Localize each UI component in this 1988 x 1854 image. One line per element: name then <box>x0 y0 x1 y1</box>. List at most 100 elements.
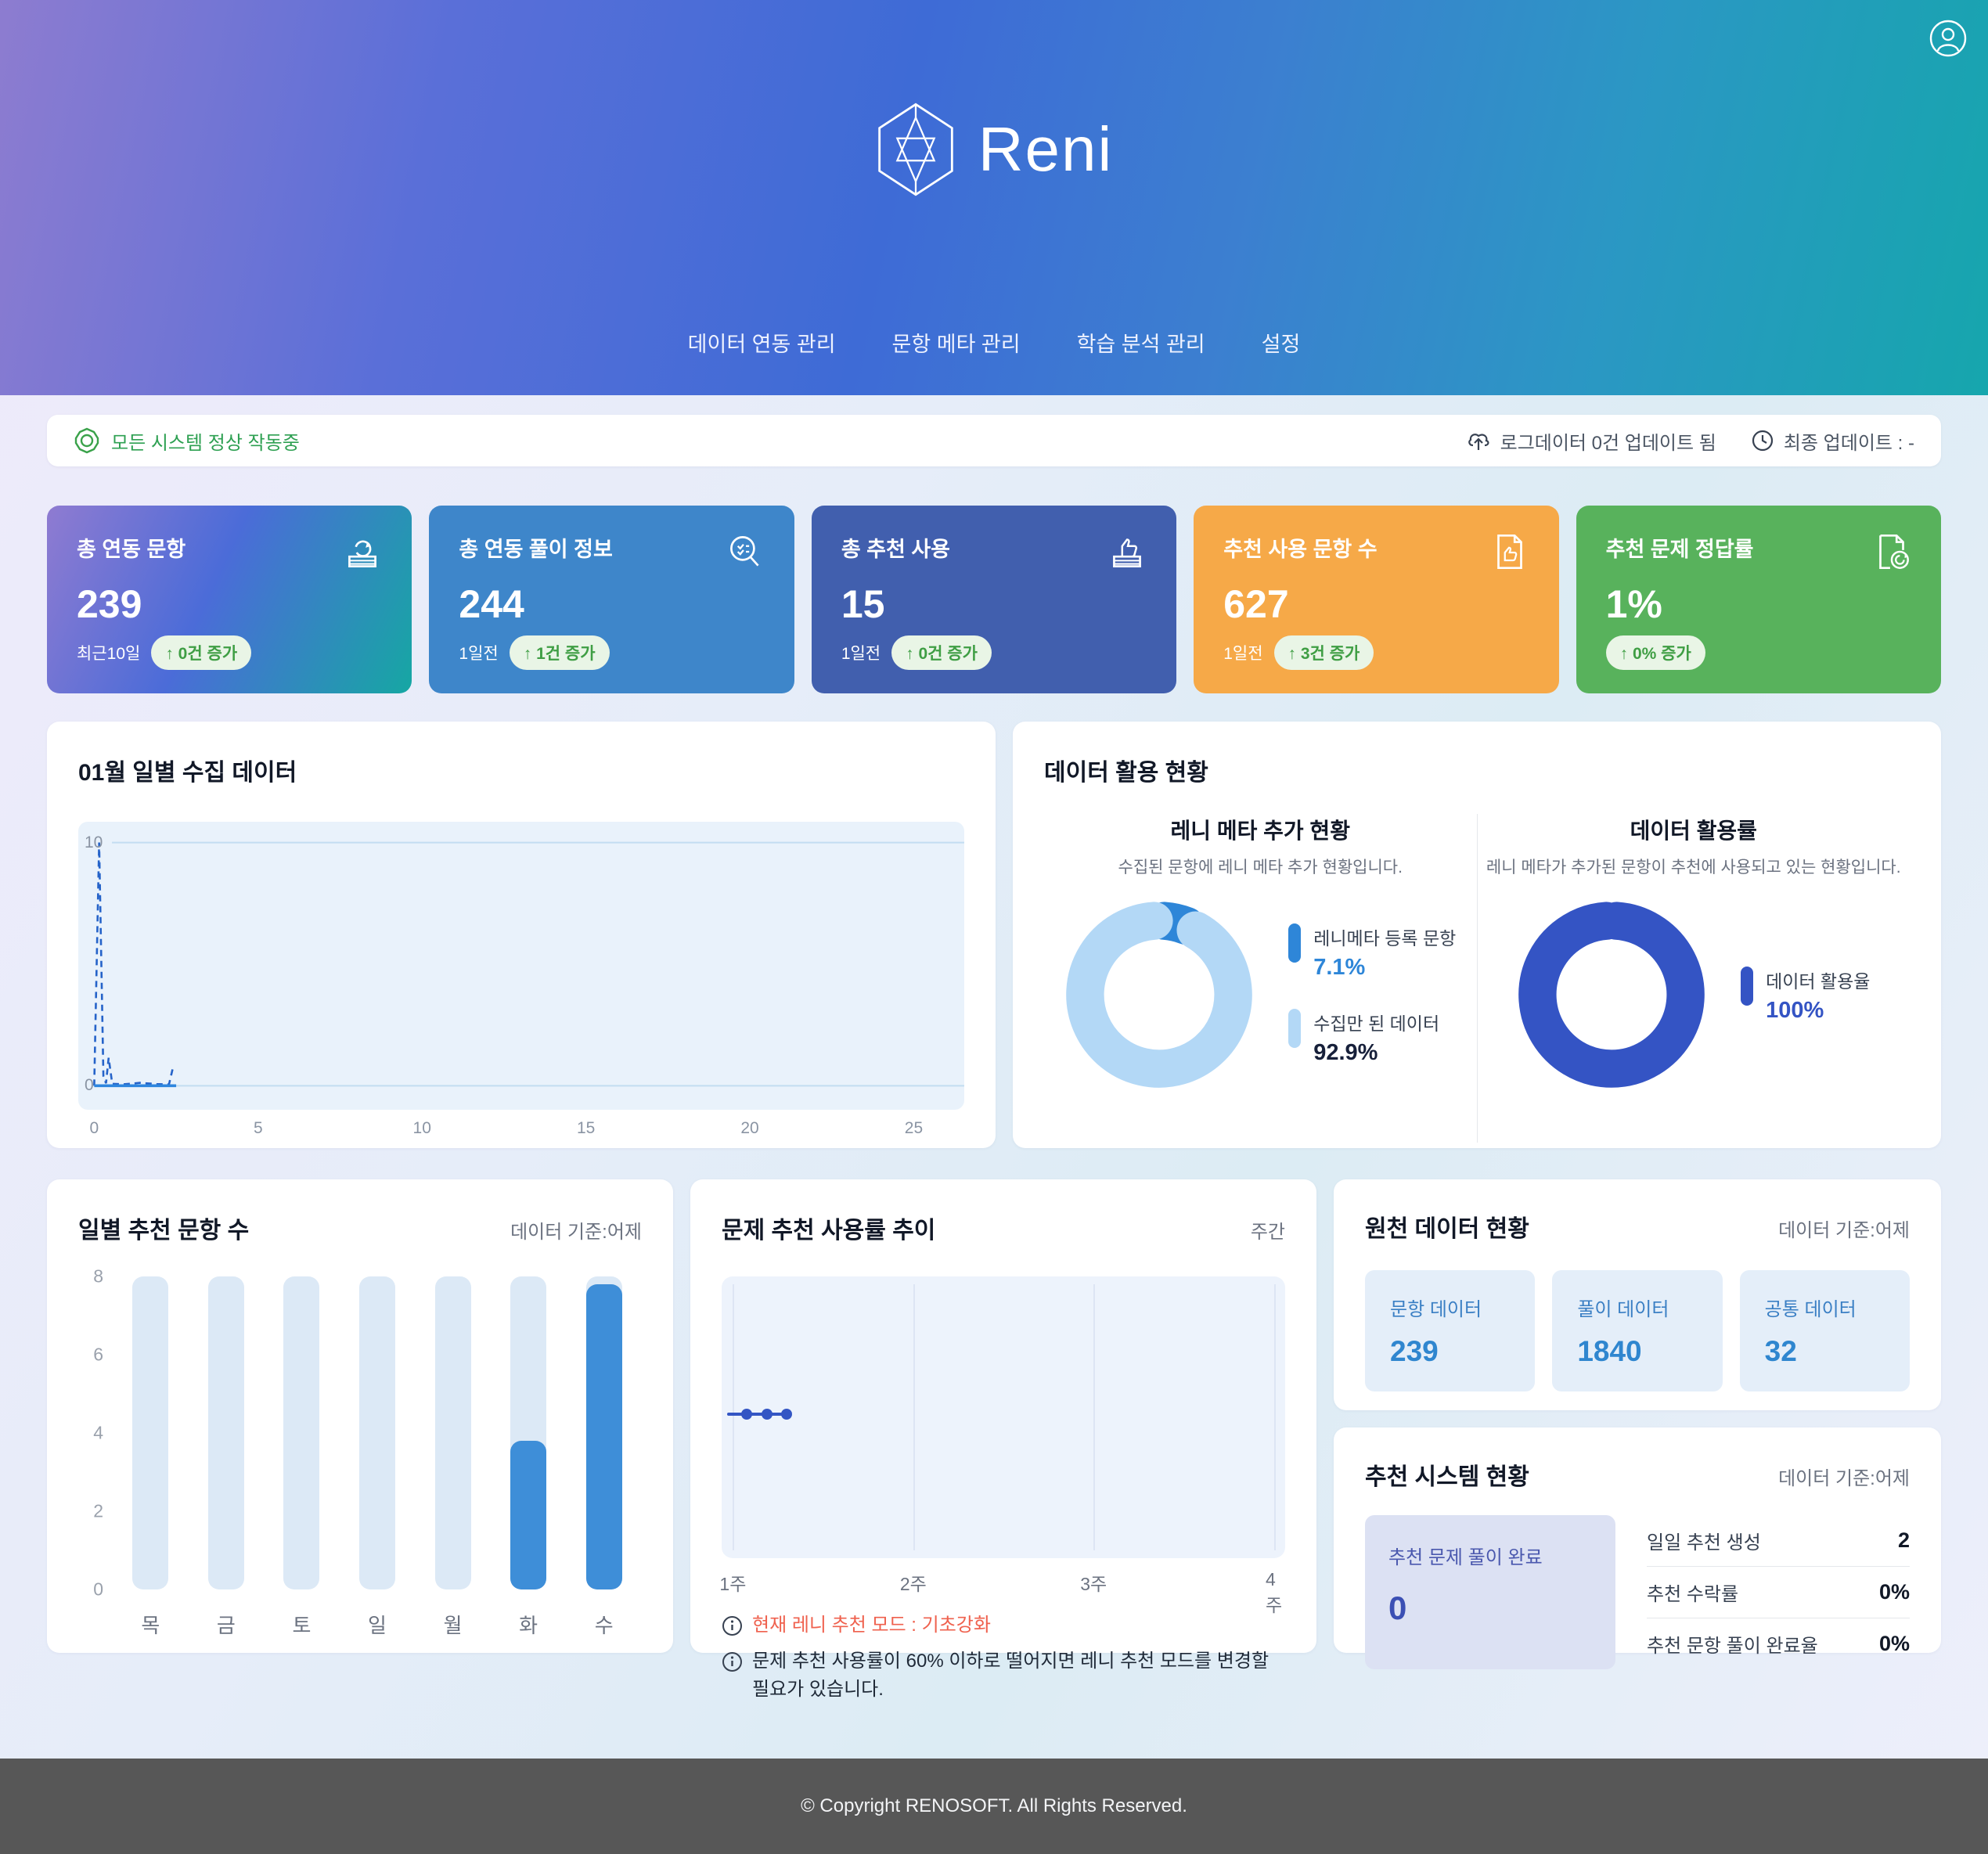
hero-header: Reni 데이터 연동 관리 문항 메타 관리 학습 분석 관리 설정 <box>0 0 1988 395</box>
recsys-metric-rows: 일일 추천 생성 2 추천 수락률 0% 추천 문항 풀이 완료율 0% <box>1647 1515 1910 1669</box>
data-basis-label: 데이터 기준:어제 <box>510 1222 642 1243</box>
source-label: 풀이 데이터 <box>1577 1299 1669 1320</box>
verified-badge-icon <box>74 427 99 454</box>
log-update-chip: 로그데이터 0건 업데이트 됨 <box>1466 427 1716 455</box>
nav-learning-analytics[interactable]: 학습 분석 관리 <box>1076 333 1205 356</box>
source-value: 1840 <box>1577 1335 1642 1367</box>
metric-row: 일일 추천 생성 2 <box>1647 1515 1910 1567</box>
legend-item: 수집만 된 데이터 92.9% <box>1288 1009 1456 1066</box>
recommend-mode-note: 현재 레니 추천 모드 : 기초강화 <box>722 1611 1285 1640</box>
source-card-title: 원천 데이터 현황 <box>1365 1216 1529 1242</box>
nav-data-sync[interactable]: 데이터 연동 관리 <box>687 333 836 356</box>
stat-change-badge: ↑ 3건 증가 <box>1273 635 1374 670</box>
legend-value: 100% <box>1766 997 1824 1023</box>
stat-value: 244 <box>459 582 524 626</box>
weekly-trend-chart <box>722 1276 1285 1558</box>
bar-y-tick: 6 <box>93 1344 103 1365</box>
metric-value: 0% <box>1878 1580 1910 1604</box>
source-data-card: 원천 데이터 현황 데이터 기준:어제 문항 데이터 239 풀이 데이터 18… <box>1334 1179 1941 1410</box>
sync-tray-icon <box>340 529 385 578</box>
meta-donut-legend: 레니메타 등록 문항 7.1% 수집만 된 데이터 92.9% <box>1288 923 1456 1066</box>
bar-y-tick: 8 <box>93 1265 103 1287</box>
system-status-bar: 모든 시스템 정상 작동중 로그데이터 0건 업데이트 됨 <box>47 415 1941 466</box>
brand-logo: Reni <box>0 100 1988 199</box>
metric-row: 추천 수락률 0% <box>1647 1567 1910 1618</box>
charts-row: 01월 일별 수집 데이터 10 0 0 5 10 15 20 25 데이터 활용 현황 <box>47 722 1941 1148</box>
bar-chart-title: 일별 추천 문항 수 <box>78 1218 250 1244</box>
highlight-label: 추천 문제 풀이 완료 <box>1388 1547 1543 1568</box>
stat-prefix: 최근10일 <box>77 645 141 663</box>
trend-chart-title: 문제 추천 사용률 추이 <box>722 1218 936 1244</box>
stat-change-badge: ↑ 1건 증가 <box>509 635 610 670</box>
doc-thumbs-up-icon <box>1487 529 1532 578</box>
page-footer: © Copyright RENOSOFT. All Rights Reserve… <box>0 1759 1988 1854</box>
data-basis-label: 데이터 기준:어제 <box>1778 1220 1910 1241</box>
stat-title: 총 추천 사용 <box>841 538 951 561</box>
stat-title: 총 연동 문항 <box>77 538 186 561</box>
stat-prefix: 1일전 <box>1223 645 1263 663</box>
legend-label: 레니메타 등록 문항 <box>1313 928 1457 949</box>
recommend-mode-text: 현재 레니 추천 모드 : 기초강화 <box>752 1615 991 1636</box>
bar-column <box>132 1276 169 1589</box>
brand-name: Reni <box>978 114 1114 184</box>
metric-value: 0% <box>1878 1632 1910 1655</box>
daily-line-chart: 10 0 0 5 10 15 20 25 <box>78 822 964 1141</box>
metric-label: 추천 수락률 <box>1647 1584 1739 1605</box>
doc-target-icon <box>1869 529 1914 578</box>
trend-range-label[interactable]: 주간 <box>1250 1222 1285 1243</box>
meta-add-status-section: 레니 메타 추가 현황 수집된 문항에 레니 메타 추가 현황입니다. 레니메타… <box>1044 814 1477 1143</box>
status-meta: 로그데이터 0건 업데이트 됨 최종 업데이트 : - <box>1466 427 1914 455</box>
stat-prefix: 1일전 <box>841 645 881 663</box>
stat-title: 총 연동 풀이 정보 <box>459 538 613 561</box>
stat-title: 추천 사용 문항 수 <box>1223 538 1378 561</box>
data-usage-card: 데이터 활용 현황 레니 메타 추가 현황 수집된 문항에 레니 메타 추가 현… <box>1013 722 1941 1148</box>
y-axis-tick-0: 0 <box>85 1076 94 1095</box>
legend-swatch <box>1741 966 1754 1006</box>
thumbs-up-tray-icon <box>1104 529 1150 578</box>
nav-item-meta[interactable]: 문항 메타 관리 <box>891 333 1021 356</box>
stat-card-correct-rate: 추천 문제 정답률 1% ↑ 0% 증가 <box>1576 506 1942 693</box>
source-value: 32 <box>1764 1335 1797 1367</box>
usage-donut-legend: 데이터 활용율 100% <box>1741 966 1870 1024</box>
info-icon <box>722 1652 742 1672</box>
main-nav: 데이터 연동 관리 문항 메타 관리 학습 분석 관리 설정 <box>0 327 1988 358</box>
bar-y-tick: 2 <box>93 1500 103 1521</box>
last-update-chip: 최종 업데이트 : - <box>1751 427 1914 455</box>
last-update-text: 최종 업데이트 : - <box>1783 432 1914 454</box>
usage-threshold-note: 문제 추천 사용률이 60% 이하로 떨어지면 레니 추천 모드를 변경할 필요… <box>722 1647 1285 1704</box>
stat-value: 239 <box>77 582 142 626</box>
recommend-system-card: 추천 시스템 현황 데이터 기준:어제 추천 문제 풀이 완료 0 일일 추천 … <box>1334 1427 1941 1669</box>
bar-column <box>283 1276 320 1589</box>
stat-value: 15 <box>841 582 885 626</box>
meta-donut-subtitle: 수집된 문항에 레니 메타 추가 현황입니다. <box>1118 859 1403 877</box>
log-update-text: 로그데이터 0건 업데이트 됨 <box>1500 432 1716 454</box>
stat-prefix: 1일전 <box>459 645 499 663</box>
bar-column <box>585 1276 622 1589</box>
legend-value: 92.9% <box>1313 1040 1378 1065</box>
weekday-bar-chart: 0 2 4 6 8 <box>78 1266 642 1600</box>
metric-label: 일일 추천 생성 <box>1647 1532 1761 1553</box>
metric-row: 추천 문항 풀이 완료율 0% <box>1647 1618 1910 1669</box>
source-value: 239 <box>1390 1335 1439 1367</box>
user-avatar-button[interactable] <box>1929 19 1968 58</box>
info-icon <box>722 1616 742 1636</box>
meta-donut-title: 레니 메타 추가 현황 <box>1170 819 1350 843</box>
stat-value: 1% <box>1605 582 1662 626</box>
stat-card-total-solutions: 총 연동 풀이 정보 244 1일전 ↑ 1건 증가 <box>429 506 794 693</box>
recommend-solved-highlight: 추천 문제 풀이 완료 0 <box>1365 1515 1615 1669</box>
source-label: 문항 데이터 <box>1390 1299 1482 1320</box>
user-icon <box>1929 20 1967 57</box>
nav-settings[interactable]: 설정 <box>1261 333 1301 356</box>
metric-label: 추천 문항 풀이 완료율 <box>1647 1636 1818 1657</box>
recsys-card-title: 추천 시스템 현황 <box>1365 1464 1529 1490</box>
data-usage-rate-section: 데이터 활용률 레니 메타가 추가된 문항이 추천에 사용되고 있는 현황입니다… <box>1476 814 1911 1143</box>
cloud-upload-icon <box>1468 434 1489 450</box>
daily-collection-card: 01월 일별 수집 데이터 10 0 0 5 10 15 20 25 <box>47 722 996 1148</box>
data-basis-label: 데이터 기준:어제 <box>1778 1468 1910 1489</box>
highlight-value: 0 <box>1388 1589 1407 1626</box>
stat-title: 추천 문제 정답률 <box>1605 538 1754 561</box>
